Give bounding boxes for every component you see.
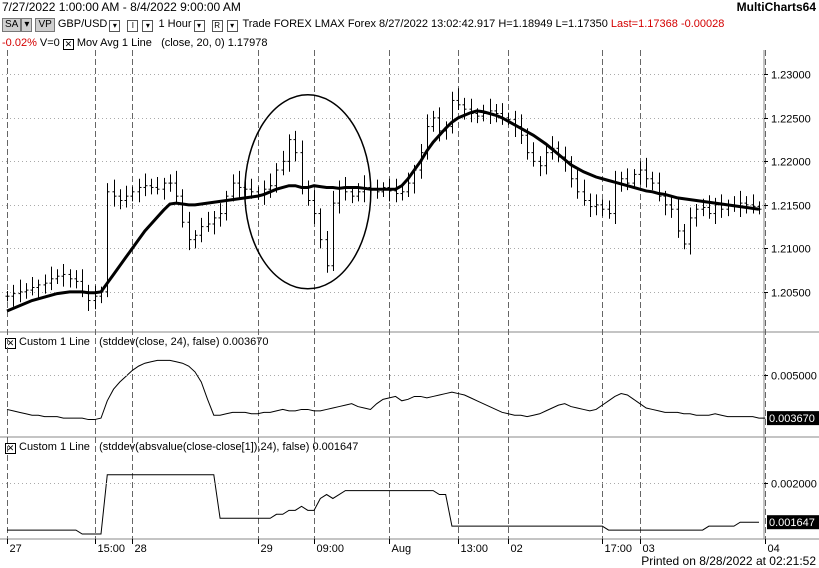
indicator-name[interactable]: Mov Avg 1 Line [76,37,152,49]
indicator-value: 1.17978 [227,37,268,49]
panel3-formula: (stddev(absvalue(close-close[1]),24), fa… [99,441,310,453]
pct-change: -0.02% [2,37,37,49]
panel2-formula: (stddev(close, 24), false) [99,336,220,348]
time-tick-label: 15:00 [98,543,126,555]
moving-average-line [6,109,760,313]
high-label: H=1.18949 [498,18,553,30]
price-tick-label: 1.22000 [771,157,811,169]
interval-menu-icon[interactable]: ▾ [142,20,154,32]
stddev-abs-line [7,474,759,535]
price-tick-label: 1.22500 [771,114,811,126]
stddev-line [6,359,766,421]
interval-button[interactable]: I [127,20,139,32]
panel3-toggle-icon[interactable]: ✕ [5,443,16,454]
status-line-2: -0.02% V=0 ✕ Mov Avg 1 Line (close, 20, 0… [2,36,267,50]
price-tick-label: 1.21500 [771,201,811,213]
exchange: LMAX [314,18,345,30]
sa-dropdown[interactable]: ▾ [21,18,33,32]
panel2-name[interactable]: Custom 1 Line [19,336,90,348]
indicator-tick-label: 0.002000 [771,479,817,491]
vp-button[interactable]: VP [35,18,55,32]
interval-label[interactable]: 1 Hour [158,18,192,30]
app-name: MultiCharts64 [736,0,816,14]
symbol-label[interactable]: GBP/USD [57,18,108,30]
indicator-tick-label: 0.005000 [771,371,817,383]
panel3-value: 0.001647 [312,441,359,453]
r-button[interactable]: R [211,20,223,32]
change-label: -0.00028 [680,18,725,30]
price-tick-label: 1.23000 [771,70,811,82]
time-tick-label: 09:00 [317,543,345,555]
time-tick-label: Aug [392,543,412,555]
last-value-badge [767,515,819,530]
time-tick-label: 29 [261,543,273,555]
price-tick-label: 1.20500 [771,288,811,300]
price-tick-label: 1.21000 [771,244,811,256]
date-label: 8/27/2022 [379,18,428,30]
annotation-ellipse [244,94,372,290]
indicator-params: (close, 20, 0) [161,37,225,49]
interval-dropdown-icon[interactable]: ▾ [193,20,205,32]
low-label: L=1.17350 [555,18,608,30]
panel3-header: ✕ Custom 1 Line (stddev(absvalue(close-cl… [5,440,358,454]
symbol-dropdown-icon[interactable]: ▾ [109,20,121,32]
data-source: FOREX [273,18,312,30]
last-value-badge [767,411,819,426]
time-tick-label: 27 [10,543,22,555]
panel2-value: 0.003670 [222,336,269,348]
time-tick-label: 28 [135,543,147,555]
status-line-1: SA ▾ VP GBP/USD ▾ I ▾ 1 Hour ▾ R ▾ Trade FORE… [2,17,725,32]
time-label: 13:02:42.917 [431,18,496,30]
category: Forex [347,18,376,30]
time-tick-label: 02 [511,543,523,555]
data-type: Trade [242,18,271,30]
panel2-toggle-icon[interactable]: ✕ [5,338,16,349]
sa-button[interactable]: SA [2,18,22,32]
last-value-label: 0.003670 [769,413,815,425]
last-label: Last=1.17368 [610,18,678,30]
window-title-range: 7/27/2022 1:00:00 AM - 8/4/2022 9:00:00 … [2,0,241,14]
panel3-name[interactable]: Custom 1 Line [19,441,90,453]
time-tick-label: 13:00 [461,543,489,555]
time-tick-label: 17:00 [605,543,633,555]
last-value-label: 0.001647 [769,517,815,529]
volume-label: V=0 [39,37,60,49]
r-menu-icon[interactable]: ▾ [226,20,238,32]
printed-timestamp: Printed on 8/28/2022 at 02:21:52 [641,554,816,568]
indicator-toggle-icon[interactable]: ✕ [62,39,74,50]
panel2-header: ✕ Custom 1 Line (stddev(close, 24), false… [5,335,269,349]
